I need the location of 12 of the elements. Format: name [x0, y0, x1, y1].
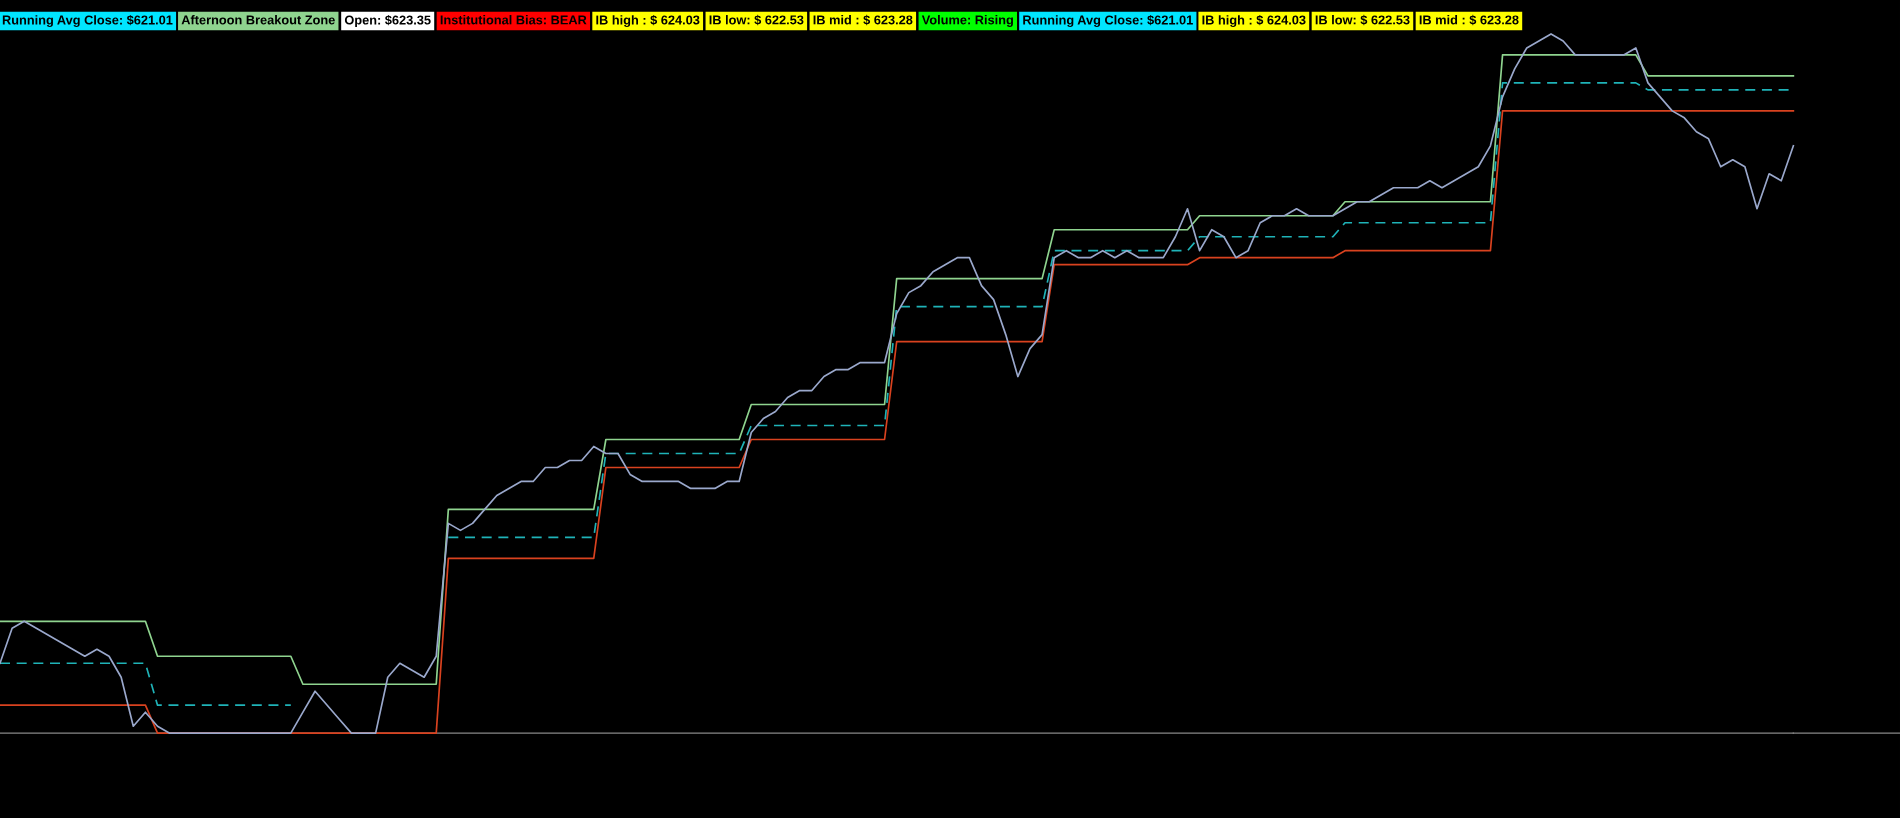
text: IB low: $ 622.53 [709, 14, 804, 26]
text: IB mid : $ 623.28 [1419, 14, 1519, 26]
text: IB mid : $ 623.28 [813, 14, 913, 26]
text: Open: $623.35 [344, 14, 431, 28]
text: Running Avg Close: $621.01 [1023, 14, 1193, 28]
text: Volume: Rising [921, 15, 1013, 27]
text: IB low: $ 622.53 [1315, 14, 1410, 26]
text: IB high : $ 624.03 [1202, 14, 1306, 28]
text: Running Avg Close: $621.01 [2, 14, 173, 28]
text: Institutional Bias: BEAR [440, 15, 587, 25]
text: IB high : $ 624.03 [596, 14, 700, 28]
text: Afternoon Breakout Zone [181, 15, 335, 25]
